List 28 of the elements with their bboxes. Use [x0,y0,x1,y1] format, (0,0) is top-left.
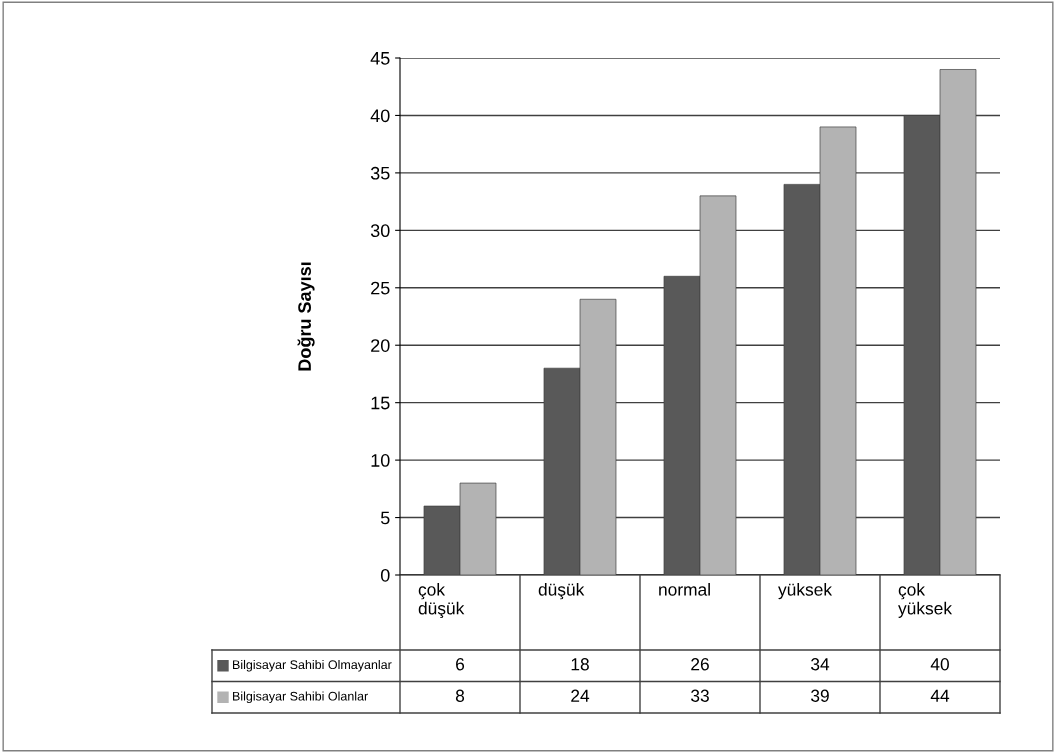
y-tick-label: 25 [371,281,390,295]
x-tick-label: yüksek [778,583,833,600]
y-tick-label: 20 [371,339,390,352]
data-label: 26 [691,658,709,671]
y-tick-label: 45 [370,52,390,65]
x-tick-label: normal [659,583,710,596]
y-tick-label: 15 [371,396,390,410]
data-label: 8 [455,689,465,702]
y-tick-label: 5 [380,511,390,525]
x-tick-label: çok düşük [418,583,465,619]
x-tick-label: çok yüksek [898,583,953,618]
data-label: 6 [456,658,465,671]
data-label: 34 [811,658,830,671]
data-label: 24 [571,689,590,702]
y-tick-label: 35 [370,166,390,180]
y-axis-title: Doğru Sayısı [297,262,315,371]
data-label: 44 [930,689,950,702]
data-label: 18 [571,658,589,671]
data-label: 40 [930,658,949,671]
y-tick-label: 0 [380,568,390,582]
y-tick-label: 30 [370,224,390,238]
data-label: 33 [691,689,709,702]
x-tick-label: düşük [538,583,585,600]
legend-label: Bilgisayar Sahibi Olanlar [233,691,368,704]
y-tick-label: 10 [371,454,390,467]
data-label: 39 [811,689,829,702]
y-tick-label: 40 [370,109,390,123]
legend-label: Bilgisayar Sahibi Olmayanlar [233,659,392,672]
